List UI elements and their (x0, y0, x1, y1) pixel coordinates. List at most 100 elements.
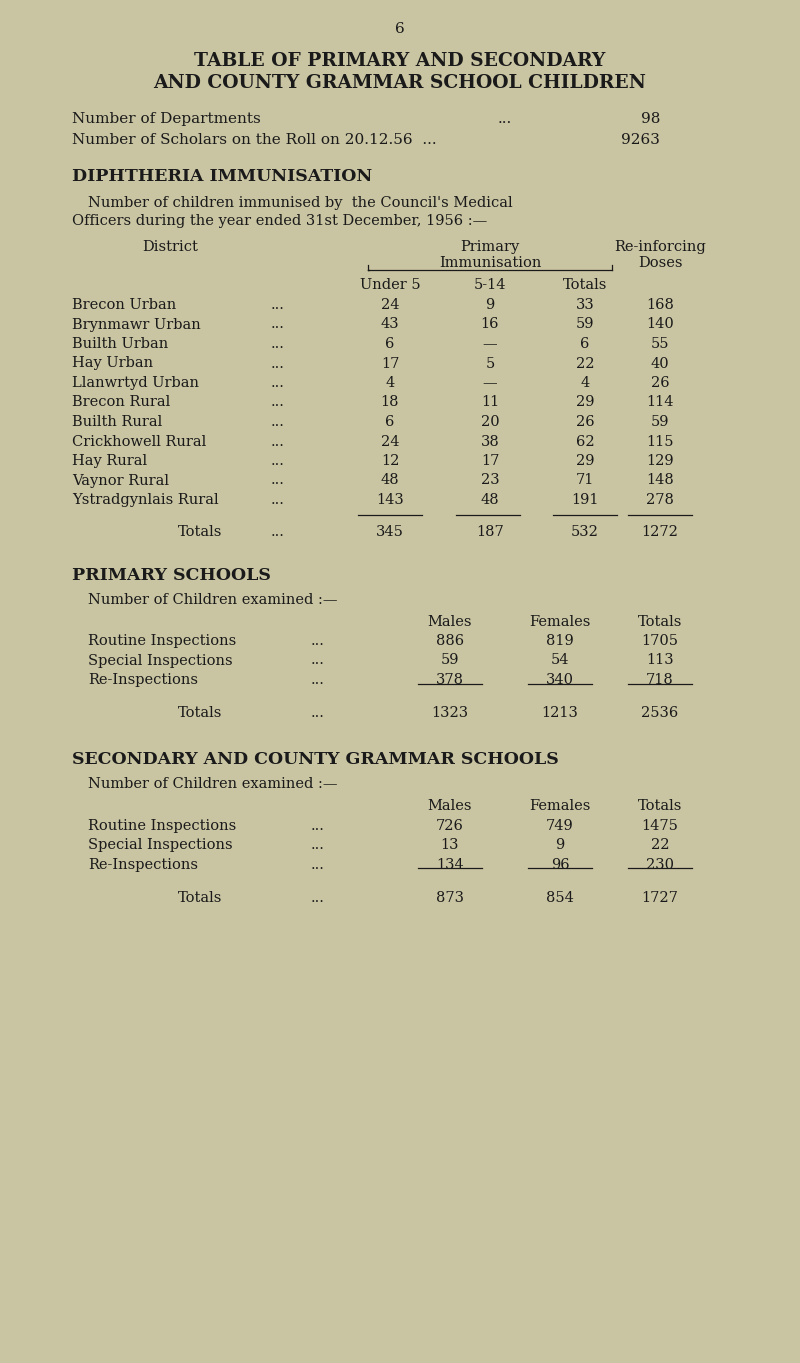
Text: Routine Inspections: Routine Inspections (88, 634, 236, 647)
Text: 24: 24 (381, 298, 399, 312)
Text: Totals: Totals (638, 615, 682, 628)
Text: ...: ... (271, 318, 285, 331)
Text: 48: 48 (381, 473, 399, 488)
Text: Routine Inspections: Routine Inspections (88, 819, 236, 833)
Text: PRIMARY SCHOOLS: PRIMARY SCHOOLS (72, 567, 271, 583)
Text: Llanwrtyd Urban: Llanwrtyd Urban (72, 376, 199, 390)
Text: 17: 17 (481, 454, 499, 468)
Text: 4: 4 (580, 376, 590, 390)
Text: 11: 11 (481, 395, 499, 409)
Text: 6: 6 (395, 22, 405, 35)
Text: 140: 140 (646, 318, 674, 331)
Text: ...: ... (271, 414, 285, 429)
Text: 38: 38 (481, 435, 499, 448)
Text: Under 5: Under 5 (360, 278, 420, 292)
Text: 43: 43 (381, 318, 399, 331)
Text: Number of Children examined :—: Number of Children examined :— (88, 777, 338, 791)
Text: 22: 22 (576, 357, 594, 371)
Text: 1705: 1705 (642, 634, 678, 647)
Text: 1213: 1213 (542, 706, 578, 720)
Text: SECONDARY AND COUNTY GRAMMAR SCHOOLS: SECONDARY AND COUNTY GRAMMAR SCHOOLS (72, 751, 558, 769)
Text: 48: 48 (481, 493, 499, 507)
Text: 6: 6 (386, 337, 394, 352)
Text: DIPHTHERIA IMMUNISATION: DIPHTHERIA IMMUNISATION (72, 168, 372, 185)
Text: Brecon Urban: Brecon Urban (72, 298, 176, 312)
Text: Number of Scholars on the Roll on 20.12.56  ...: Number of Scholars on the Roll on 20.12.… (72, 134, 437, 147)
Text: 378: 378 (436, 673, 464, 687)
Text: Vaynor Rural: Vaynor Rural (72, 473, 169, 488)
Text: 532: 532 (571, 525, 599, 538)
Text: 40: 40 (650, 357, 670, 371)
Text: 23: 23 (481, 473, 499, 488)
Text: ...: ... (311, 819, 325, 833)
Text: 187: 187 (476, 525, 504, 538)
Text: ...: ... (271, 493, 285, 507)
Text: 59: 59 (576, 318, 594, 331)
Text: ...: ... (271, 337, 285, 352)
Text: 749: 749 (546, 819, 574, 833)
Text: 726: 726 (436, 819, 464, 833)
Text: 29: 29 (576, 454, 594, 468)
Text: 26: 26 (650, 376, 670, 390)
Text: 6: 6 (580, 337, 590, 352)
Text: —: — (482, 337, 498, 352)
Text: ...: ... (271, 454, 285, 468)
Text: 54: 54 (550, 653, 570, 668)
Text: 17: 17 (381, 357, 399, 371)
Text: Totals: Totals (638, 799, 682, 814)
Text: 12: 12 (381, 454, 399, 468)
Text: Builth Rural: Builth Rural (72, 414, 162, 429)
Text: Females: Females (530, 615, 590, 628)
Text: 55: 55 (650, 337, 670, 352)
Text: 4: 4 (386, 376, 394, 390)
Text: ...: ... (271, 435, 285, 448)
Text: Brecon Rural: Brecon Rural (72, 395, 170, 409)
Text: Hay Urban: Hay Urban (72, 357, 153, 371)
Text: ...: ... (311, 706, 325, 720)
Text: 1727: 1727 (642, 891, 678, 905)
Text: 33: 33 (576, 298, 594, 312)
Text: Special Inspections: Special Inspections (88, 653, 233, 668)
Text: 819: 819 (546, 634, 574, 647)
Text: 9263: 9263 (621, 134, 660, 147)
Text: Officers during the year ended 31st December, 1956 :—: Officers during the year ended 31st Dece… (72, 214, 487, 228)
Text: 6: 6 (386, 414, 394, 429)
Text: 230: 230 (646, 857, 674, 872)
Text: ...: ... (311, 891, 325, 905)
Text: 134: 134 (436, 857, 464, 872)
Text: 191: 191 (571, 493, 598, 507)
Text: 5: 5 (486, 357, 494, 371)
Text: Primary: Primary (460, 240, 520, 254)
Text: 59: 59 (441, 653, 459, 668)
Text: 886: 886 (436, 634, 464, 647)
Text: 854: 854 (546, 891, 574, 905)
Text: 26: 26 (576, 414, 594, 429)
Text: Re-inforcing: Re-inforcing (614, 240, 706, 254)
Text: 113: 113 (646, 653, 674, 668)
Text: 24: 24 (381, 435, 399, 448)
Text: ...: ... (311, 653, 325, 668)
Text: Crickhowell Rural: Crickhowell Rural (72, 435, 206, 448)
Text: 16: 16 (481, 318, 499, 331)
Text: 71: 71 (576, 473, 594, 488)
Text: Totals: Totals (178, 891, 222, 905)
Text: ...: ... (311, 634, 325, 647)
Text: Doses: Doses (638, 256, 682, 270)
Text: 5-14: 5-14 (474, 278, 506, 292)
Text: District: District (142, 240, 198, 254)
Text: ...: ... (271, 525, 285, 538)
Text: ...: ... (271, 376, 285, 390)
Text: Re-Inspections: Re-Inspections (88, 673, 198, 687)
Text: Number of Departments: Number of Departments (72, 112, 261, 125)
Text: Brynmawr Urban: Brynmawr Urban (72, 318, 201, 331)
Text: 340: 340 (546, 673, 574, 687)
Text: Special Inspections: Special Inspections (88, 838, 233, 852)
Text: 345: 345 (376, 525, 404, 538)
Text: Re-Inspections: Re-Inspections (88, 857, 198, 872)
Text: Hay Rural: Hay Rural (72, 454, 147, 468)
Text: 9: 9 (555, 838, 565, 852)
Text: ...: ... (498, 112, 512, 125)
Text: 62: 62 (576, 435, 594, 448)
Text: 873: 873 (436, 891, 464, 905)
Text: 168: 168 (646, 298, 674, 312)
